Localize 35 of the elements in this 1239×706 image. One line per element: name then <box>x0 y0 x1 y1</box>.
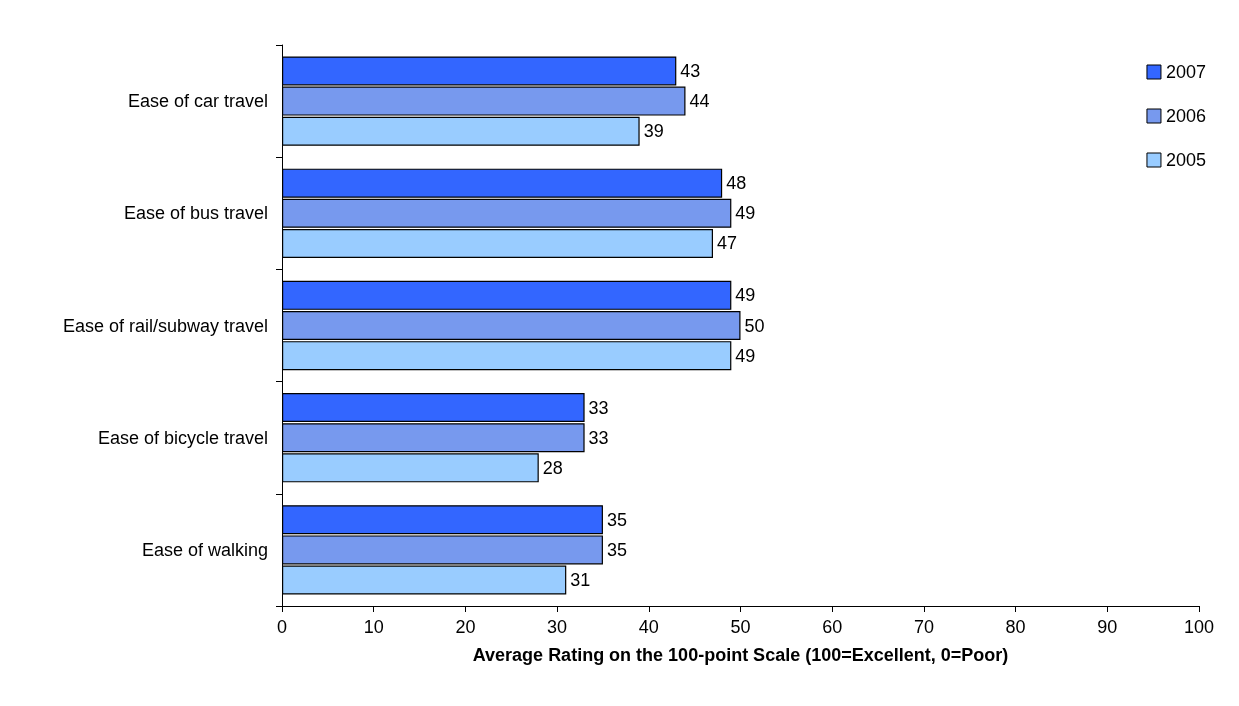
data-label: 33 <box>588 397 609 418</box>
x-tick-label: 20 <box>455 617 476 637</box>
data-label: 44 <box>689 91 710 112</box>
data-label: 43 <box>680 60 701 81</box>
data-label: 33 <box>588 427 609 448</box>
y-tick-label: Ease of bicycle travel <box>97 427 268 448</box>
y-tick-label: Ease of bus travel <box>123 203 268 224</box>
legend-label: 2007 <box>1165 62 1206 82</box>
y-tick-label: Ease of walking <box>141 539 268 560</box>
y-tick-label: Ease of car travel <box>127 91 268 112</box>
data-label: 49 <box>735 285 756 306</box>
data-label: 49 <box>735 203 756 224</box>
data-label: 35 <box>606 509 627 530</box>
data-label: 50 <box>744 315 765 336</box>
x-tick-label: 40 <box>638 617 659 637</box>
x-tick-label: 0 <box>276 617 288 637</box>
data-label: 31 <box>570 570 591 591</box>
x-tick-label: 80 <box>1005 617 1026 637</box>
legend-label: 2006 <box>1165 106 1206 126</box>
x-tick-label: 30 <box>547 617 568 637</box>
data-label: 49 <box>735 345 756 366</box>
x-axis-title: Average Rating on the 100-point Scale (100=Excellent, 0=Poor) <box>472 645 1009 665</box>
data-label: 48 <box>726 173 747 194</box>
x-tick-label: 10 <box>363 617 384 637</box>
data-label: 28 <box>542 457 563 478</box>
x-tick-label: 50 <box>730 617 751 637</box>
legend-label: 2005 <box>1165 150 1206 170</box>
data-label: 39 <box>643 121 664 142</box>
data-label: 35 <box>606 539 627 560</box>
x-tick-label: 60 <box>822 617 843 637</box>
x-tick-label: 90 <box>1097 617 1118 637</box>
x-tick-label: 100 <box>1183 617 1215 637</box>
y-tick-label: Ease of rail/subway travel <box>62 315 268 336</box>
data-label: 47 <box>716 233 738 254</box>
x-tick-label: 70 <box>913 617 934 637</box>
